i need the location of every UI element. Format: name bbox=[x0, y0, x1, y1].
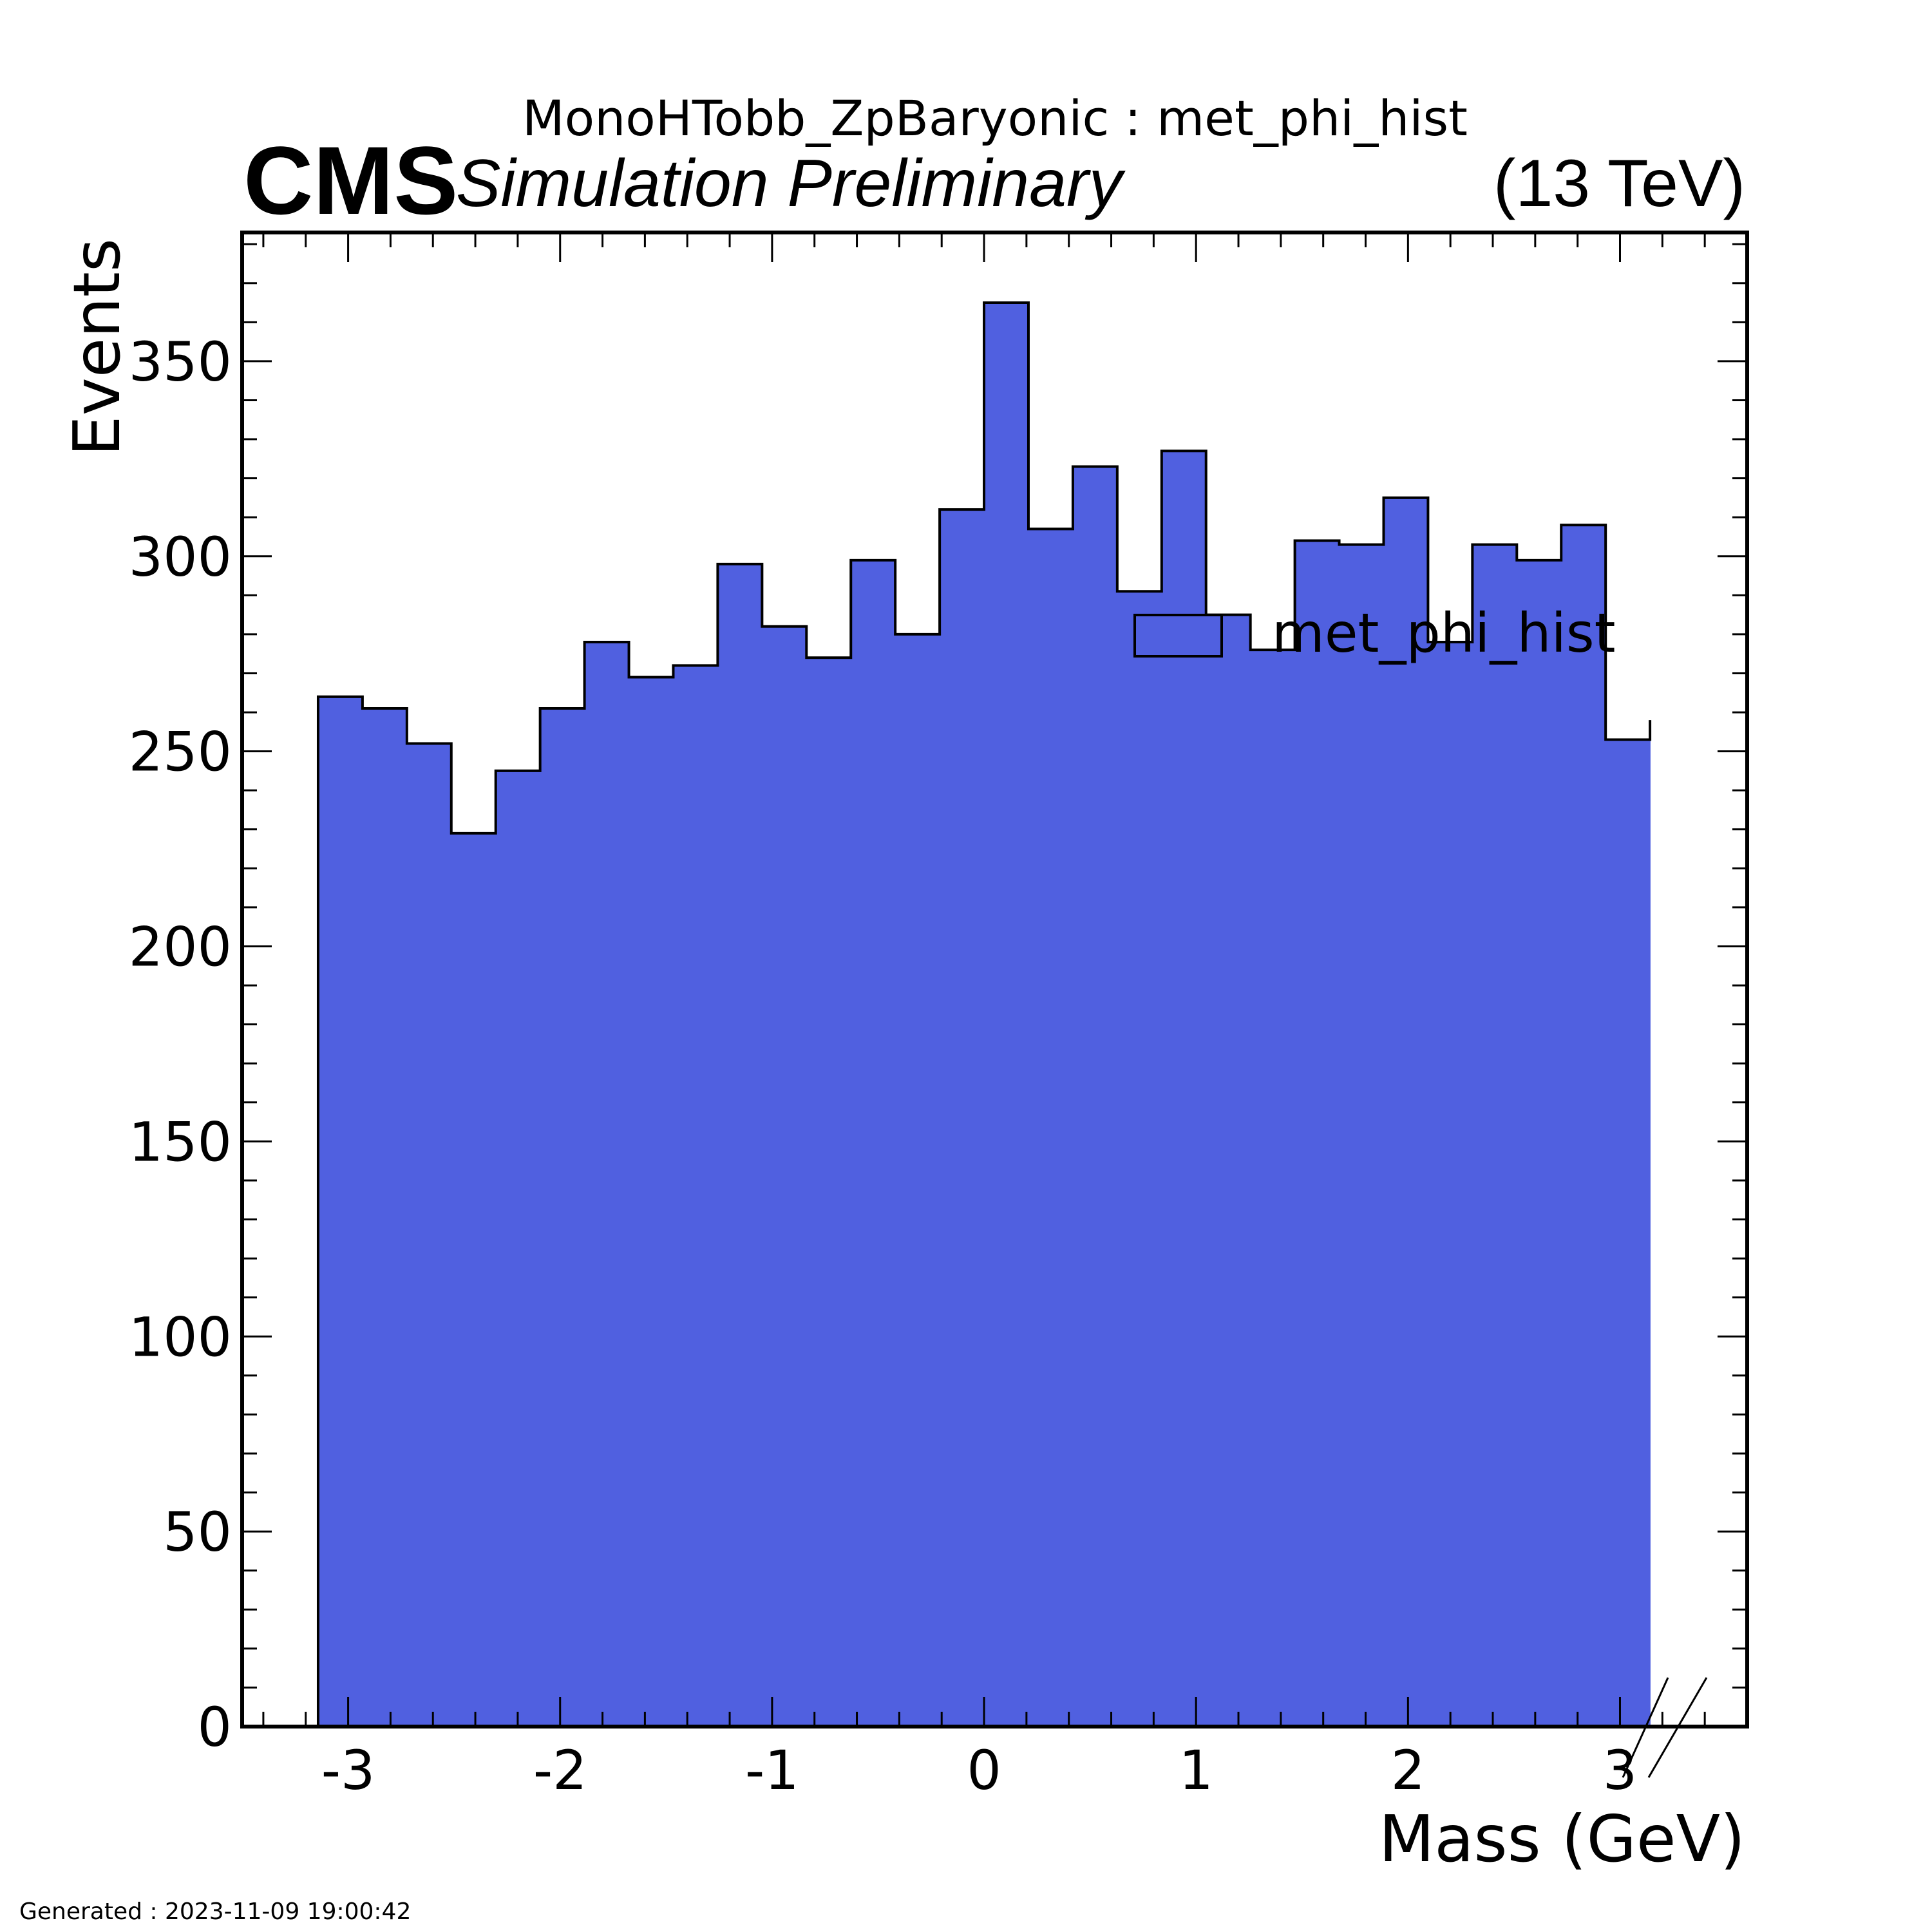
histogram-bar bbox=[806, 658, 852, 1727]
x-tick-label: 0 bbox=[967, 1739, 1001, 1802]
y-tick-label: 150 bbox=[129, 1110, 232, 1173]
histogram-bar bbox=[1250, 650, 1296, 1727]
y-tick-label: 350 bbox=[129, 330, 232, 393]
histogram-bar bbox=[717, 564, 763, 1727]
cms-label: CMS bbox=[243, 126, 458, 234]
x-tick-label: -2 bbox=[533, 1739, 587, 1802]
plot-frame bbox=[240, 231, 1749, 1728]
y-tick-label: 300 bbox=[129, 526, 232, 589]
histogram-bar bbox=[1517, 560, 1562, 1727]
x-tick-label: -1 bbox=[745, 1739, 799, 1802]
y-tick-label: 0 bbox=[198, 1696, 232, 1759]
legend-label: met_phi_hist bbox=[1272, 601, 1616, 665]
y-tick-label: 200 bbox=[129, 916, 232, 979]
histogram-bar bbox=[629, 677, 674, 1727]
histogram-bars bbox=[317, 303, 1651, 1727]
histogram-bar bbox=[1561, 525, 1606, 1727]
x-tick-label: 3 bbox=[1603, 1739, 1637, 1802]
y-tick-label: 100 bbox=[129, 1305, 232, 1368]
histogram-bar bbox=[673, 665, 719, 1727]
y-axis-label: Events bbox=[59, 238, 135, 457]
histogram-bar bbox=[851, 560, 896, 1727]
histogram-bar bbox=[584, 642, 630, 1727]
overflow-slash bbox=[1622, 1677, 1669, 1778]
histogram-bar bbox=[1339, 544, 1385, 1727]
y-axis-ticks: 0 50 100 150 200 250 300 350 bbox=[129, 243, 1747, 1759]
histogram-bar bbox=[984, 303, 1029, 1727]
generated-timestamp: Generated : 2023-11-09 19:00:42 bbox=[19, 1899, 411, 1925]
simulation-preliminary-label: Simulation Preliminary bbox=[456, 146, 1126, 221]
y-tick-label: 250 bbox=[129, 721, 232, 784]
plot-title: MonoHTobb_ZpBaryonic : met_phi_hist bbox=[522, 90, 1468, 147]
histogram-bar bbox=[1072, 466, 1118, 1727]
overflow-marker bbox=[1622, 1677, 1708, 1778]
histogram-bar bbox=[540, 708, 585, 1727]
histogram-bar bbox=[1383, 497, 1429, 1727]
histogram-bar bbox=[362, 708, 408, 1727]
legend: met_phi_hist bbox=[1133, 601, 1616, 665]
histogram-bar bbox=[1605, 739, 1651, 1727]
x-axis-label: Mass (GeV) bbox=[1379, 1801, 1745, 1877]
overflow-slash bbox=[1647, 1677, 1708, 1778]
histogram-bar bbox=[1428, 642, 1473, 1727]
histogram-bar bbox=[406, 743, 452, 1727]
histogram-bar bbox=[1294, 540, 1340, 1727]
histogram-bar bbox=[1206, 614, 1251, 1727]
histogram-bar bbox=[1161, 451, 1207, 1727]
histogram-bar bbox=[762, 626, 808, 1727]
x-tick-label: -3 bbox=[321, 1739, 375, 1802]
histogram-bar bbox=[495, 770, 541, 1727]
histogram-bar bbox=[895, 634, 940, 1727]
histogram-bar bbox=[1117, 591, 1162, 1727]
legend-swatch bbox=[1133, 614, 1223, 658]
histogram-bar bbox=[1028, 529, 1074, 1727]
histogram-bar bbox=[1472, 544, 1518, 1727]
x-tick-label: 2 bbox=[1391, 1739, 1425, 1802]
histogram-outline bbox=[316, 301, 1652, 1727]
x-tick-label: 1 bbox=[1179, 1739, 1213, 1802]
histogram-bar bbox=[317, 696, 363, 1727]
energy-label: (13 TeV) bbox=[1493, 146, 1745, 221]
y-tick-label: 50 bbox=[163, 1501, 232, 1564]
histogram-bar bbox=[940, 509, 985, 1727]
histogram-bar bbox=[451, 833, 497, 1727]
